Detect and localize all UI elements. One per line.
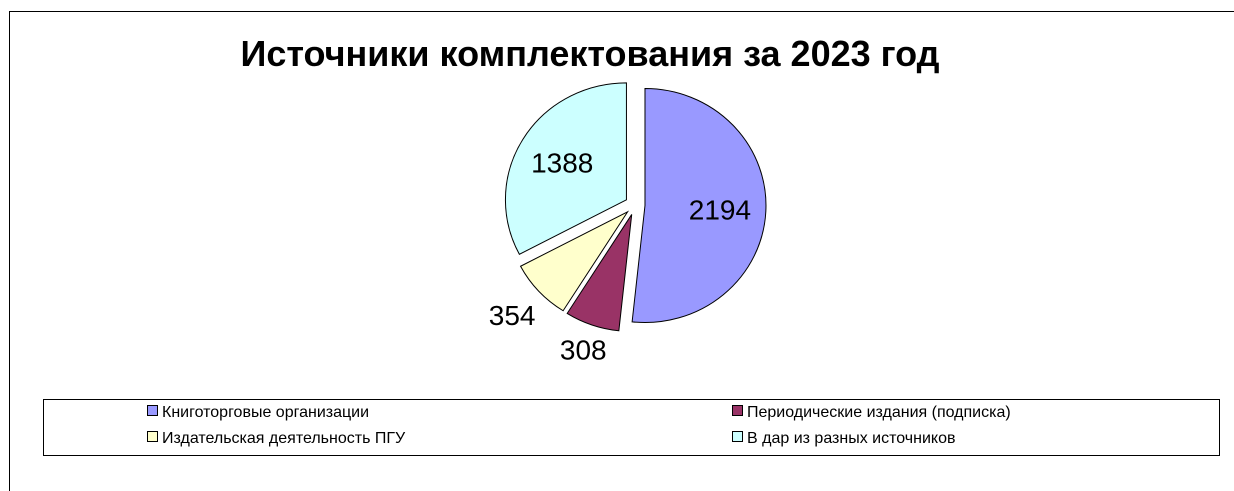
legend-swatch-icon bbox=[147, 405, 158, 416]
slice-donations bbox=[504, 82, 627, 255]
legend-item-donations: В дар из разных источников bbox=[732, 430, 955, 448]
label-bookstores: 2194 bbox=[689, 194, 751, 225]
slice-periodicals bbox=[566, 214, 633, 332]
chart-legend: Книготорговые организации Периодические … bbox=[43, 399, 1220, 456]
legend-swatch-icon bbox=[732, 431, 743, 442]
chart-title: Источники комплектования за 2023 год bbox=[240, 33, 940, 74]
legend-swatch-icon bbox=[732, 405, 743, 416]
label-publishing: 354 bbox=[489, 300, 536, 331]
label-periodicals: 308 bbox=[560, 334, 607, 365]
slice-bookstores bbox=[631, 88, 767, 323]
legend-swatch-icon bbox=[147, 431, 158, 442]
legend-item-publishing: Издательская деятельность ПГУ bbox=[147, 430, 405, 448]
legend-item-bookstores: Книготорговые организации bbox=[147, 404, 369, 422]
chart-frame bbox=[9, 11, 1234, 491]
legend-item-periodicals: Периодические издания (подписка) bbox=[732, 404, 1011, 422]
slice-publishing bbox=[519, 210, 630, 312]
label-donations: 1388 bbox=[531, 147, 593, 178]
